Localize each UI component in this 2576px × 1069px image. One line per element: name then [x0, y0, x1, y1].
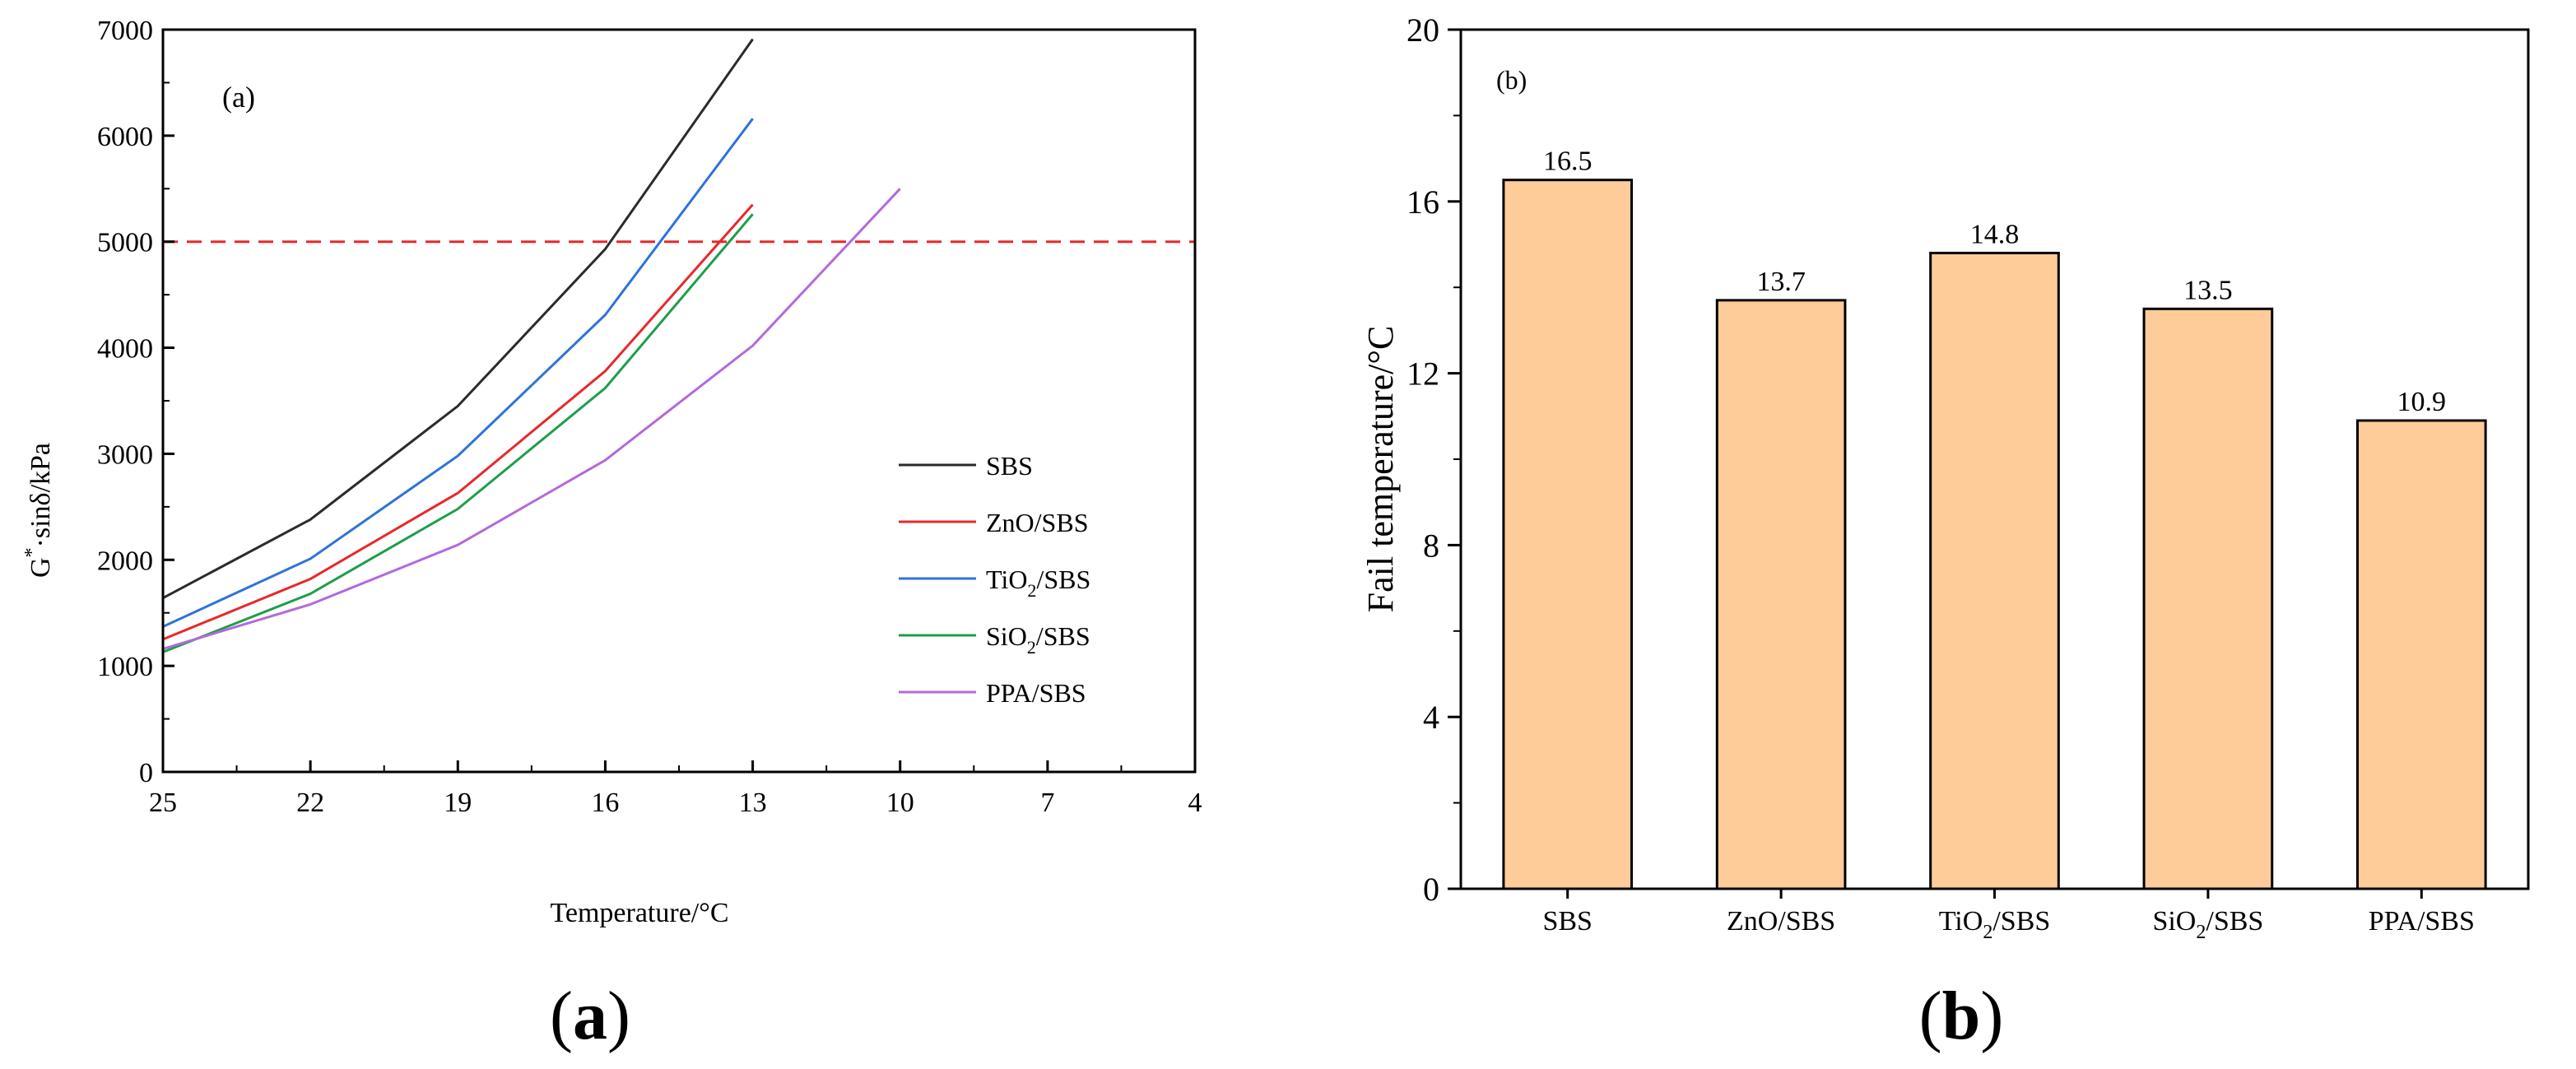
bar-value-label: 16.5 [1543, 146, 1593, 177]
x-tick-label-a: 7 [1040, 788, 1054, 818]
bar-value-label: 14.8 [1970, 219, 2020, 249]
y-tick-label-a: 0 [139, 758, 153, 788]
y-axis-title-b: Fail temperature/°C [1360, 326, 1401, 613]
series-line-ppa-sbs [162, 188, 901, 650]
line-chart-panel-a: 25 22 19 16 13 10 7 4 0 1000 2000 3000 4000 5000 6000 7… [21, 16, 1202, 1054]
caption-a-letter: a [573, 978, 607, 1054]
x-category-label: SBS [1542, 906, 1593, 937]
legend-label-sio2-sbs: SiO2/SBS [986, 621, 1090, 658]
y-axis-title-a-rest: ·sinδ/kPa [26, 443, 56, 547]
x-category-label: TiO2/SBS [1939, 906, 2051, 943]
series-line-zno-sbs [162, 203, 754, 641]
bar-value-label: 13.5 [2183, 275, 2233, 305]
x-tick-label-a: 25 [149, 788, 177, 818]
caption-a: (a) [550, 978, 630, 1054]
y-tick-label-a: 7000 [97, 16, 153, 46]
y-tick-label-b: 0 [1423, 871, 1439, 908]
legend-label-ppa-sbs: PPA/SBS [986, 678, 1086, 708]
series-line-sbs [162, 38, 754, 600]
bar-ppa-sbs [2355, 419, 2487, 890]
y-axis-title-a-sup: * [21, 547, 43, 557]
caption-b-letter: b [1942, 978, 1981, 1054]
plot-frame-a [161, 28, 1197, 774]
bar-zno-sbs [1715, 299, 1847, 890]
bar-tio2-sbs [1929, 251, 2060, 890]
panel-a-label: (a) [222, 81, 255, 114]
caption-b: (b) [1919, 978, 2004, 1054]
panel-b-label: (b) [1496, 65, 1527, 95]
x-tick-label-a: 10 [886, 788, 914, 818]
x-category-label: ZnO/SBS [1727, 906, 1835, 937]
y-tick-label-b: 12 [1407, 356, 1439, 393]
y-tick-label-a: 6000 [97, 122, 153, 152]
y-axis-title-a: G*·sinδ/kPa [21, 443, 56, 578]
y-axis-title-a-main: G [26, 557, 56, 578]
legend-label-tio2-sbs: TiO2/SBS [986, 565, 1090, 601]
y-tick-label-a: 4000 [97, 334, 153, 365]
x-category-label: SiO2/SBS [2152, 906, 2263, 943]
x-tick-label-a: 19 [444, 788, 472, 818]
series-line-tio2-sbs [162, 118, 754, 628]
y-tick-label-a: 5000 [97, 228, 153, 258]
y-tick-label-a: 3000 [97, 439, 153, 470]
y-tick-label-b: 20 [1407, 12, 1439, 49]
bar-sbs [1502, 179, 1634, 890]
x-axis-title-a: Temperature/°C [550, 898, 728, 928]
y-tick-label-a: 2000 [97, 546, 153, 576]
legend-label-sbs: SBS [986, 451, 1033, 481]
bar-sio2-sbs [2142, 307, 2274, 890]
x-category-label: PPA/SBS [2369, 906, 2475, 937]
series-line-sio2-sbs [162, 213, 754, 653]
x-tick-label-a: 22 [296, 788, 324, 818]
x-tick-label-a: 4 [1188, 788, 1202, 818]
legend-label-zno-sbs: ZnO/SBS [986, 508, 1088, 537]
bar-chart-panel-b: 16.5 SBS 13.7 ZnO/SBS 14.8 TiO2/SBS 13.5 SiO2/S… [1360, 12, 2530, 1054]
bar-value-label: 13.7 [1756, 267, 1806, 297]
y-tick-label-b: 4 [1423, 699, 1439, 736]
x-tick-label-a: 13 [739, 788, 767, 818]
legend-a: SBS ZnO/SBS TiO2/SBS SiO2/SBS PPA/SBS [899, 451, 1090, 708]
bar-value-label: 10.9 [2397, 387, 2447, 417]
y-tick-label-b: 8 [1423, 527, 1439, 564]
y-tick-label-a: 1000 [97, 652, 153, 682]
x-tick-label-a: 16 [591, 788, 619, 818]
y-tick-label-b: 16 [1407, 184, 1439, 221]
